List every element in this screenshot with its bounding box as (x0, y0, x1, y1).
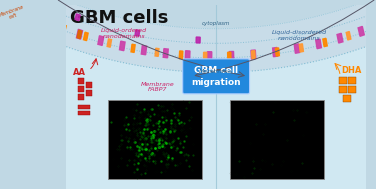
Polygon shape (98, 36, 104, 45)
Polygon shape (77, 30, 82, 39)
Polygon shape (60, 24, 65, 33)
Polygon shape (107, 39, 112, 47)
Text: cytoplasm: cytoplasm (202, 21, 230, 26)
Polygon shape (207, 52, 212, 60)
Polygon shape (229, 51, 234, 60)
FancyBboxPatch shape (348, 77, 356, 84)
Polygon shape (141, 45, 147, 55)
Polygon shape (251, 50, 256, 59)
Polygon shape (135, 30, 139, 36)
Polygon shape (163, 49, 168, 58)
Text: GBM cell
migration: GBM cell migration (191, 66, 241, 87)
Text: Membrane
raft: Membrane raft (0, 4, 27, 23)
Polygon shape (337, 33, 343, 43)
Polygon shape (273, 47, 278, 57)
Polygon shape (299, 44, 303, 52)
Polygon shape (0, 0, 376, 72)
Polygon shape (14, 5, 20, 13)
FancyBboxPatch shape (348, 86, 356, 93)
FancyBboxPatch shape (77, 105, 90, 109)
FancyBboxPatch shape (86, 90, 92, 96)
Polygon shape (196, 37, 200, 43)
Text: DHA: DHA (341, 66, 362, 75)
Polygon shape (75, 14, 80, 21)
FancyBboxPatch shape (86, 82, 92, 88)
Text: AA: AA (73, 68, 86, 77)
Text: Membrane
FABP7: Membrane FABP7 (141, 82, 175, 92)
Polygon shape (227, 52, 231, 60)
Polygon shape (179, 51, 183, 59)
Text: Membrane: Membrane (199, 69, 233, 74)
Polygon shape (346, 32, 351, 40)
Polygon shape (83, 32, 88, 41)
Text: Liquid-disordered
nanodomains: Liquid-disordered nanodomains (271, 30, 326, 40)
Bar (108, 100, 202, 179)
Polygon shape (252, 51, 255, 59)
Polygon shape (185, 51, 190, 60)
Polygon shape (46, 19, 51, 27)
Polygon shape (369, 23, 374, 32)
Polygon shape (358, 26, 364, 36)
Polygon shape (76, 29, 83, 39)
FancyBboxPatch shape (343, 95, 352, 102)
Text: Liquid-ordered
nanodomains: Liquid-ordered nanodomains (101, 28, 147, 39)
FancyBboxPatch shape (77, 94, 84, 100)
Polygon shape (37, 15, 42, 24)
Polygon shape (276, 48, 279, 56)
FancyBboxPatch shape (339, 86, 347, 93)
Text: GBM cells: GBM cells (70, 9, 168, 27)
Polygon shape (155, 48, 159, 56)
FancyBboxPatch shape (339, 77, 347, 84)
Bar (230, 100, 324, 179)
Polygon shape (131, 44, 135, 53)
Polygon shape (61, 25, 66, 33)
Polygon shape (294, 44, 300, 53)
Polygon shape (0, 0, 6, 6)
Polygon shape (30, 12, 36, 21)
FancyBboxPatch shape (183, 59, 250, 94)
Polygon shape (120, 41, 125, 51)
Polygon shape (316, 39, 321, 49)
Polygon shape (323, 38, 327, 47)
Polygon shape (15, 5, 20, 13)
FancyBboxPatch shape (77, 111, 90, 115)
FancyBboxPatch shape (77, 78, 84, 84)
FancyBboxPatch shape (77, 86, 84, 92)
Polygon shape (203, 52, 207, 60)
